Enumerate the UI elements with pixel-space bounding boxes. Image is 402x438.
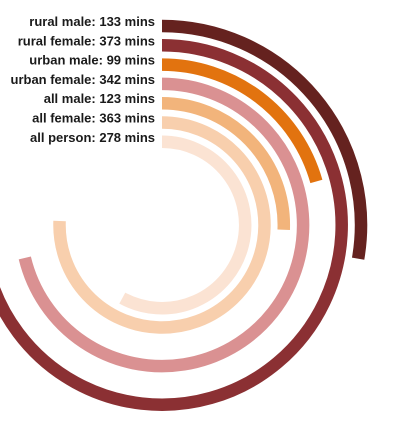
label-rural-male: rural male: 133 mins [29, 14, 155, 29]
label-all-person: all person: 278 mins [30, 130, 155, 145]
label-urban-male: urban male: 99 mins [29, 53, 155, 68]
label-urban-female: urban female: 342 mins [11, 72, 156, 87]
label-rural-female: rural female: 373 mins [18, 33, 155, 48]
arc-urban-female [18, 77, 310, 373]
arc-all-female [53, 116, 271, 334]
arcs-layer [0, 19, 368, 411]
arc-all-person [119, 135, 252, 315]
arc-rural-male [161, 19, 368, 260]
arc-rural-female [0, 39, 348, 411]
arc-urban-male [161, 58, 323, 184]
labels-layer: rural male: 133 mins rural female: 373 mi… [11, 14, 156, 145]
arc-all-male [161, 96, 290, 231]
label-all-male: all male: 123 mins [44, 91, 155, 106]
label-all-female: all female: 363 mins [32, 111, 155, 126]
